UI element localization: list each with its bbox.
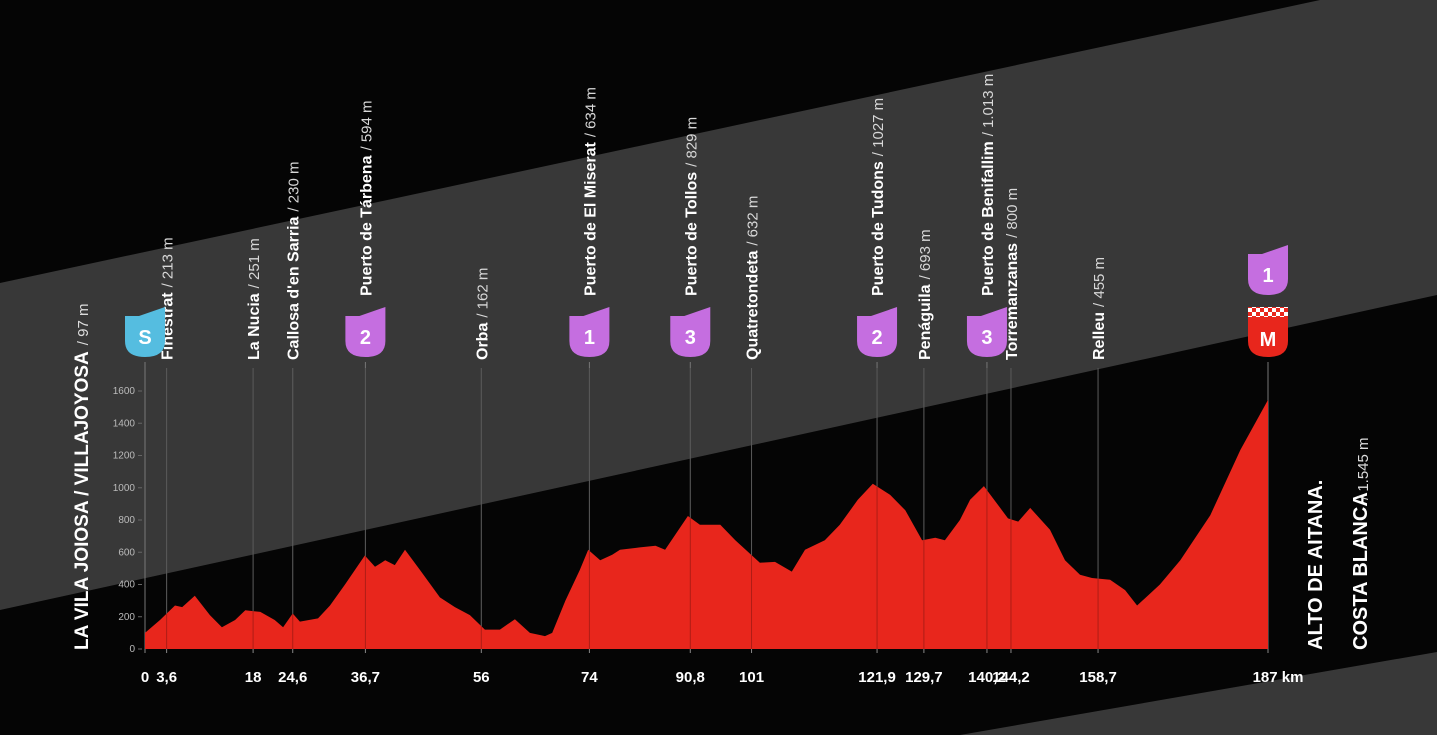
x-tick-label: 56 <box>473 669 490 686</box>
waypoint-label: Relleu / 455 m <box>1091 257 1108 360</box>
y-tick-label: 200 <box>118 612 135 623</box>
finish-checker <box>1248 307 1288 317</box>
waypoint-label-part: Puerto de El Miserat <box>582 142 599 296</box>
x-tick-label: 36,7 <box>351 669 380 686</box>
category-badge-label: 2 <box>360 327 371 349</box>
waypoint-label: Puerto de El Miserat / 634 m <box>582 87 599 296</box>
waypoint-label: Torremanzanas / 800 m <box>1004 188 1021 360</box>
waypoint-label-part: Callosa d'en Sarria <box>286 216 303 360</box>
waypoint-label-part: / 634 m <box>582 87 599 137</box>
x-tick-label: 24,6 <box>278 669 307 686</box>
y-tick-label: 0 <box>129 644 135 655</box>
waypoint-label-part: / 251 m <box>246 238 263 288</box>
start-name: LA VILA JOIOSA / VILLAJOYOSA / 97 m <box>72 304 93 650</box>
finish-category-badge-label: 1 <box>1262 265 1273 287</box>
waypoint-label-part: / 594 m <box>358 100 375 150</box>
background-band <box>960 652 1437 735</box>
finish-name: COSTA BLANCA <box>1350 492 1372 650</box>
waypoint-label-part: / 213 m <box>160 237 177 287</box>
x-tick-label: 187 km <box>1253 669 1304 686</box>
start-elevation: / 97 m <box>75 304 92 346</box>
waypoint-label-part: Relleu <box>1091 312 1108 360</box>
x-tick-label: 74 <box>581 669 598 686</box>
category-badge <box>857 307 898 357</box>
waypoint-label: Puerto de Tárbena / 594 m <box>358 100 375 296</box>
waypoint-label-part: La Nucia <box>246 293 263 360</box>
elevation-area <box>145 399 1268 649</box>
waypoint-label: Callosa d'en Sarria / 230 m <box>286 162 303 360</box>
y-tick-label: 1000 <box>113 483 136 494</box>
finish-name: ALTO DE AITANA. <box>1305 480 1327 650</box>
waypoint-label: Puerto de Tudons / 1027 m <box>870 98 887 296</box>
waypoint-label-part: Quatretondeta <box>745 251 762 360</box>
category-badge <box>569 307 610 357</box>
plot: 0 200 400 600 800 1000 1200 1400 1600 0 3,6 18 24,6 3… <box>72 74 1372 686</box>
waypoint-label-part: / 1027 m <box>870 98 887 156</box>
waypoint-label-part: / 829 m <box>683 117 700 167</box>
x-tick-label: 129,7 <box>905 669 943 686</box>
x-tick-label: 90,8 <box>676 669 705 686</box>
x-tick-label: 101 <box>739 669 764 686</box>
start-badge <box>125 307 165 357</box>
waypoint-label-part: / 1.013 m <box>980 74 997 137</box>
waypoint-label-part: / 230 m <box>286 162 303 212</box>
finish-badge <box>1248 307 1288 357</box>
y-tick-label: 600 <box>118 547 135 558</box>
x-tick-label: 144,2 <box>992 669 1030 686</box>
waypoint-label-part: / 455 m <box>1091 257 1108 307</box>
waypoint-label: Orba / 162 m <box>474 268 491 360</box>
category-badge-label: 2 <box>871 327 882 349</box>
waypoint-label-part: Orba <box>474 323 491 360</box>
category-badge <box>966 307 1007 357</box>
waypoint-label-part: Puerto de Benifallim <box>980 141 997 296</box>
y-tick-label: 1200 <box>113 451 136 462</box>
background-band <box>0 0 1437 610</box>
start-name-text: LA VILA JOIOSA / VILLAJOYOSA <box>72 351 93 650</box>
y-tick-label: 400 <box>118 580 135 591</box>
category-badge <box>345 307 386 357</box>
x-tick-label: 18 <box>245 669 262 686</box>
x-tick-label: 121,9 <box>858 669 896 686</box>
category-badge-label: 3 <box>685 327 696 349</box>
x-tick-label: 3,6 <box>156 669 177 686</box>
x-tick-label: 0 <box>141 669 149 686</box>
waypoint-label-part: / 162 m <box>474 268 491 318</box>
waypoint-label-part: Torremanzanas <box>1004 243 1021 360</box>
finish-badge-label: M <box>1260 329 1277 351</box>
category-badge <box>670 307 711 357</box>
waypoint-label: Quatretondeta / 632 m <box>745 196 762 360</box>
waypoint-label: Penáguila / 693 m <box>917 229 934 360</box>
waypoint-label-part: Puerto de Tollos <box>683 172 700 296</box>
y-tick-label: 800 <box>118 515 135 526</box>
x-tick-label: 140,2 <box>968 669 1006 686</box>
finish-elevation: / 1.545 m <box>1355 437 1372 500</box>
waypoint-label: Puerto de Benifallim / 1.013 m <box>980 74 997 296</box>
finish-category-badge <box>1248 245 1288 295</box>
waypoint-label-part: Penáguila <box>917 284 934 360</box>
waypoint-label: La Nucia / 251 m <box>246 238 263 360</box>
waypoint-label-part: Puerto de Tárbena <box>358 155 375 296</box>
waypoint-label-part: / 632 m <box>745 196 762 246</box>
category-badge-label: 1 <box>584 327 595 349</box>
waypoint-label: Puerto de Tollos / 829 m <box>683 117 700 296</box>
waypoint-label-part: Puerto de Tudons <box>870 161 887 296</box>
start-badge-label: S <box>138 327 151 349</box>
waypoint-label-part: / 800 m <box>1004 188 1021 238</box>
x-tick-label: 158,7 <box>1079 669 1117 686</box>
category-badge-label: 3 <box>981 327 992 349</box>
y-tick-label: 1600 <box>113 386 136 397</box>
waypoint-label-part: / 693 m <box>917 229 934 279</box>
y-tick-label: 1400 <box>113 418 136 429</box>
